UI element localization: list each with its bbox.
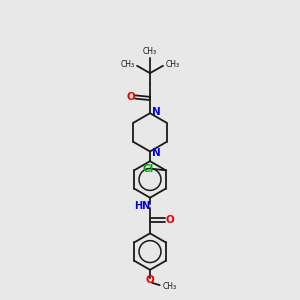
Text: HN: HN <box>134 201 150 211</box>
Text: CH₃: CH₃ <box>121 60 135 69</box>
Text: O: O <box>165 215 174 225</box>
Text: CH₃: CH₃ <box>143 47 157 56</box>
Text: N: N <box>152 107 160 117</box>
Text: O: O <box>127 92 136 102</box>
Text: O: O <box>146 275 154 285</box>
Text: Cl: Cl <box>142 164 154 174</box>
Text: CH₃: CH₃ <box>165 60 179 69</box>
Text: CH₃: CH₃ <box>163 282 177 291</box>
Text: N: N <box>152 148 160 158</box>
